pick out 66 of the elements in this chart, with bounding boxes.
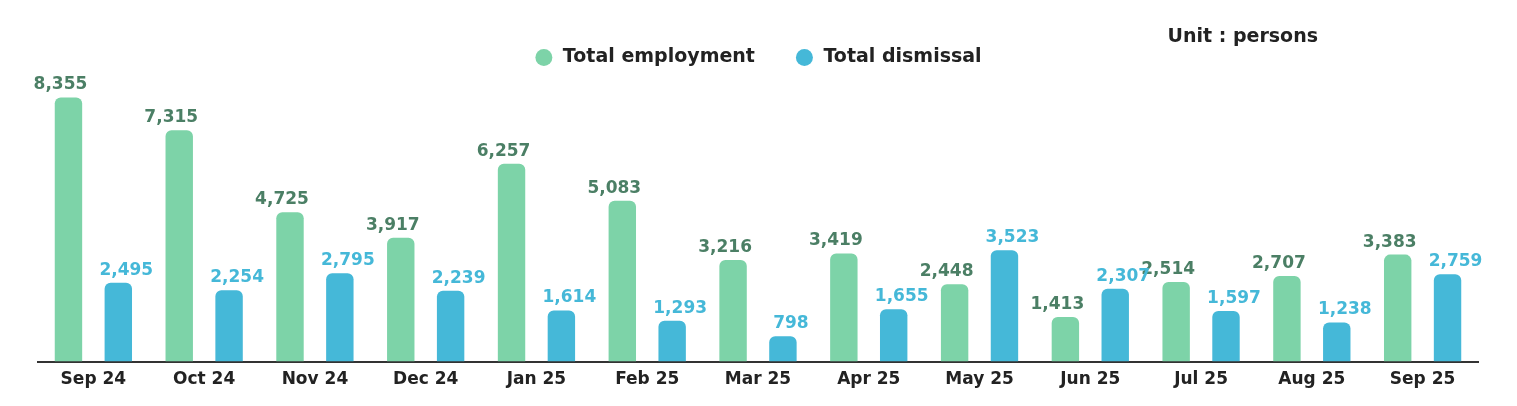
x-tick-label: Apr 25 [837,368,901,389]
bar [990,250,1019,362]
data-label: 2,795 [320,249,375,270]
x-tick-label: Jun 25 [1059,368,1121,389]
data-label: 1,238 [1317,298,1372,319]
bar [276,212,304,362]
x-tick-label: Nov 24 [281,368,349,389]
data-label: 5,083 [587,176,642,197]
bar [497,163,526,362]
bar [658,320,686,362]
data-label: 4,725 [255,188,309,209]
data-label: 3,383 [1362,230,1417,251]
legend-label: Total employment [562,44,755,67]
data-label: 1,614 [542,286,597,307]
bar [547,310,576,362]
bar [104,282,133,362]
bar [326,273,354,362]
bar [940,284,969,362]
data-label: 6,257 [476,139,531,160]
data-label: 1,597 [1207,287,1261,308]
data-label: 2,239 [431,266,486,287]
x-tick-label: Oct 24 [173,368,236,389]
data-label: 1,655 [874,285,929,306]
bar [769,336,797,362]
data-label: 3,523 [985,226,1040,247]
bar [1162,282,1190,362]
bar [1433,274,1462,362]
data-label: 7,315 [144,106,199,127]
bar [1273,276,1301,362]
x-tick-label: Feb 25 [615,368,680,389]
bar [1051,316,1080,362]
bar [719,259,747,362]
bar [830,253,858,362]
data-label: 2,707 [1252,251,1306,272]
data-label: 2,254 [210,266,265,287]
data-label: 2,495 [99,258,154,279]
data-label: 8,355 [33,73,88,94]
data-label: 1,293 [653,296,708,317]
bar [1383,254,1412,362]
data-label: 3,216 [698,235,752,256]
bar [165,130,193,362]
x-tick-label: Jul 25 [1173,368,1228,389]
x-tick-label: Sep 24 [60,368,127,389]
data-label: 798 [773,312,809,333]
bar [1101,288,1129,362]
bar [608,200,637,362]
text: Unit : persons [1167,24,1318,46]
bar [54,97,83,362]
data-label: 2,759 [1428,250,1483,271]
bar [1212,311,1240,362]
data-label: 2,448 [919,260,974,281]
legend-label: Total dismissal [823,44,982,67]
x-tick-label: May 25 [945,368,1014,389]
data-label: 3,917 [365,213,420,234]
data-label: 1,413 [1030,292,1085,313]
x-tick-label: Jan 25 [505,368,567,389]
x-tick-label: Mar 25 [724,368,792,389]
bar [215,290,243,362]
bar [1323,322,1351,362]
bar [879,309,908,362]
x-tick-label: Sep 25 [1389,368,1456,389]
bar [436,290,465,362]
bar [387,237,415,362]
x-tick-label: Dec 24 [393,368,459,389]
x-tick-label: Aug 25 [1278,368,1346,389]
data-label: 3,419 [808,229,863,250]
